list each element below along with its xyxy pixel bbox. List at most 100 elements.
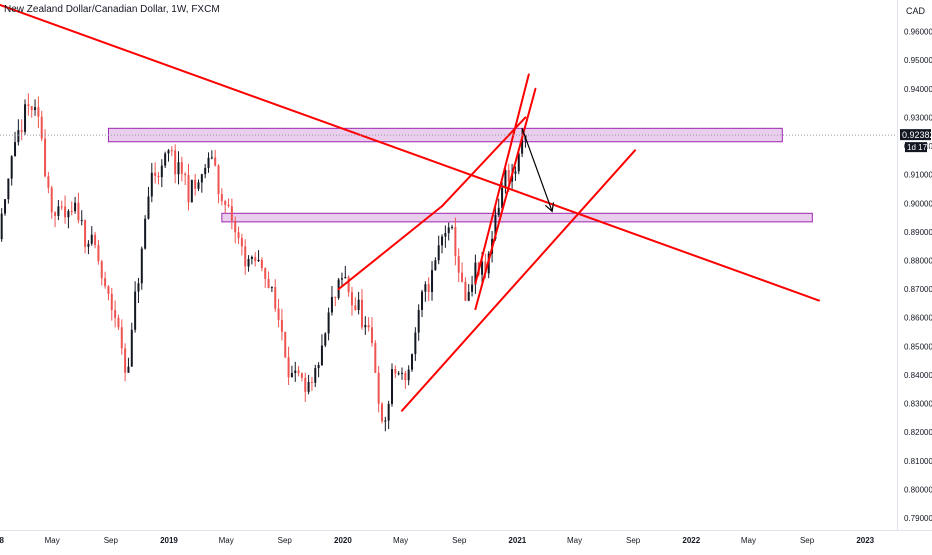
candle[interactable] (161, 159, 163, 187)
candle[interactable] (378, 366, 380, 412)
candle[interactable] (84, 220, 86, 254)
candle[interactable] (194, 174, 196, 196)
candle[interactable] (228, 198, 230, 207)
candle[interactable] (61, 201, 63, 210)
candle[interactable] (314, 365, 316, 387)
candle[interactable] (324, 332, 326, 347)
candle[interactable] (411, 353, 413, 371)
candle[interactable] (201, 174, 203, 193)
candle[interactable] (318, 362, 320, 377)
candle[interactable] (404, 371, 406, 389)
candle[interactable] (151, 163, 153, 202)
candle[interactable] (147, 187, 149, 220)
candle[interactable] (164, 152, 166, 168)
trendline[interactable] (0, 0, 819, 301)
candle[interactable] (258, 250, 260, 262)
candle[interactable] (191, 180, 193, 203)
candle[interactable] (21, 119, 23, 140)
candle[interactable] (184, 172, 186, 185)
candle[interactable] (444, 225, 446, 247)
candle[interactable] (498, 199, 500, 217)
candle[interactable] (7, 178, 9, 203)
candle[interactable] (107, 285, 109, 300)
candle[interactable] (421, 290, 423, 317)
candle[interactable] (238, 227, 240, 244)
candle[interactable] (54, 211, 56, 227)
candle[interactable] (104, 272, 106, 289)
candle[interactable] (17, 119, 19, 145)
candle[interactable] (204, 164, 206, 178)
candle[interactable] (74, 197, 76, 214)
candle[interactable] (64, 196, 66, 224)
candle[interactable] (157, 172, 159, 184)
candle[interactable] (268, 271, 270, 288)
candle[interactable] (398, 371, 400, 375)
candle[interactable] (211, 150, 213, 159)
candle[interactable] (188, 164, 190, 211)
candle[interactable] (27, 93, 29, 115)
candle[interactable] (51, 186, 53, 219)
candle[interactable] (431, 261, 433, 301)
candle[interactable] (214, 150, 216, 167)
candle[interactable] (248, 255, 250, 272)
candle[interactable] (167, 149, 169, 162)
candle[interactable] (284, 332, 286, 358)
candle[interactable] (441, 234, 443, 253)
candle[interactable] (174, 144, 176, 183)
candle[interactable] (451, 225, 453, 230)
candle[interactable] (154, 162, 156, 183)
candle[interactable] (117, 315, 119, 330)
candle[interactable] (177, 151, 179, 184)
candle[interactable] (514, 166, 516, 181)
candle[interactable] (221, 188, 223, 205)
candle[interactable] (384, 417, 386, 431)
candle[interactable] (464, 277, 466, 301)
candle[interactable] (261, 257, 263, 271)
candle[interactable] (321, 334, 323, 366)
candle[interactable] (361, 289, 363, 330)
candle[interactable] (428, 277, 430, 301)
time-axis[interactable]: 2018MaySep2019MaySep2020MaySep2021MaySep… (0, 531, 932, 546)
trendline[interactable] (402, 150, 635, 410)
candle[interactable] (474, 255, 476, 294)
candle[interactable] (241, 234, 243, 256)
candle[interactable] (331, 286, 333, 316)
candle[interactable] (351, 287, 353, 316)
candle[interactable] (77, 193, 79, 224)
candle[interactable] (44, 129, 46, 177)
candle[interactable] (131, 323, 133, 367)
candle[interactable] (368, 317, 370, 331)
candle[interactable] (298, 366, 300, 376)
candle[interactable] (401, 367, 403, 379)
candle[interactable] (424, 281, 426, 301)
candle[interactable] (11, 155, 13, 185)
candle[interactable] (251, 255, 253, 264)
candle[interactable] (381, 402, 383, 423)
candle[interactable] (271, 286, 273, 292)
candle[interactable] (288, 347, 290, 385)
candle[interactable] (458, 248, 460, 282)
trendline[interactable] (475, 89, 535, 309)
candle[interactable] (328, 308, 330, 341)
candle[interactable] (47, 172, 49, 193)
candle[interactable] (348, 275, 350, 296)
candle[interactable] (468, 284, 470, 301)
candle[interactable] (264, 267, 266, 288)
candle[interactable] (344, 266, 346, 279)
candle[interactable] (438, 236, 440, 265)
candle[interactable] (294, 362, 296, 382)
candle[interactable] (391, 363, 393, 406)
candle[interactable] (231, 199, 233, 230)
candle[interactable] (34, 99, 36, 115)
candle[interactable] (364, 316, 366, 335)
candle[interactable] (127, 358, 129, 373)
candle[interactable] (434, 257, 436, 270)
candle[interactable] (358, 292, 360, 314)
candle[interactable] (454, 218, 456, 266)
candle[interactable] (67, 209, 69, 228)
candle[interactable] (274, 279, 276, 312)
candle[interactable] (224, 200, 226, 213)
candle[interactable] (111, 288, 113, 321)
supply-demand-zone[interactable] (222, 213, 812, 222)
